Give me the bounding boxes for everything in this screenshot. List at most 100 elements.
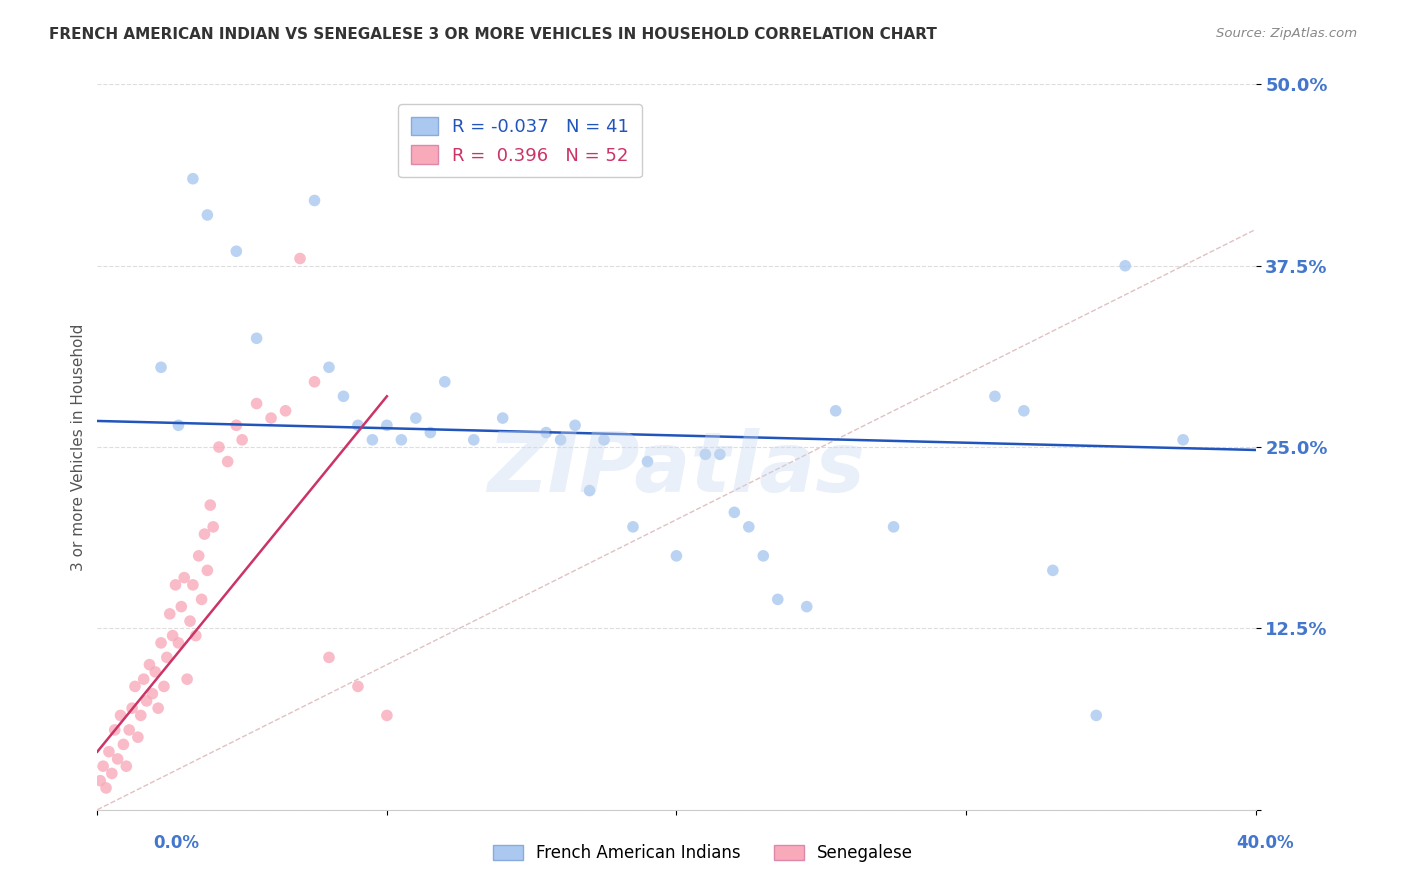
Point [176,672,198,686]
Point [738,520,761,534]
Point [332,389,354,403]
Point [260,411,283,425]
Point [347,680,370,694]
Point [195,208,218,222]
Point [153,680,176,694]
Point [578,483,600,498]
Point [1042,563,1064,577]
Point [550,433,572,447]
Point [304,194,326,208]
Point [115,759,138,773]
Point [129,708,152,723]
Point [564,418,586,433]
Point [1171,433,1194,447]
Point [165,578,187,592]
Point [375,418,398,433]
Point [187,549,209,563]
Point [200,498,222,512]
Point [146,701,169,715]
Point [389,433,412,447]
Point [89,773,111,788]
Point [361,433,384,447]
Point [132,672,155,686]
Point [181,578,204,592]
Point [796,599,818,614]
Point [695,447,717,461]
Point [246,396,269,410]
Point [101,766,124,780]
Text: 0.0%: 0.0% [153,834,198,852]
Point [231,433,253,447]
Point [1085,708,1108,723]
Text: ZIPatlas: ZIPatlas [488,428,865,509]
Point [156,650,179,665]
Point [1114,259,1136,273]
Point [190,592,212,607]
Text: 40.0%: 40.0% [1237,834,1294,852]
Point [167,418,190,433]
Point [110,708,132,723]
Point [159,607,181,621]
Point [824,404,846,418]
Point [97,745,120,759]
Point [492,411,515,425]
Point [193,527,215,541]
Point [179,614,201,628]
Point [150,636,173,650]
Point [127,730,149,744]
Point [433,375,456,389]
Point [318,650,340,665]
Point [217,454,239,468]
Y-axis label: 3 or more Vehicles in Household: 3 or more Vehicles in Household [72,324,86,571]
Point [195,563,218,577]
Point [170,599,193,614]
Point [138,657,160,672]
Legend: French American Indians, Senegalese: French American Indians, Senegalese [484,836,922,871]
Point [637,454,659,468]
Text: Source: ZipAtlas.com: Source: ZipAtlas.com [1216,27,1357,40]
Point [274,404,297,418]
Point [202,520,225,534]
Point [167,636,190,650]
Point [665,549,688,563]
Point [1012,404,1035,418]
Point [883,520,905,534]
Point [621,520,644,534]
Point [375,708,398,723]
Legend: R = -0.037   N = 41, R =  0.396   N = 52: R = -0.037 N = 41, R = 0.396 N = 52 [398,104,643,178]
Point [766,592,789,607]
Point [184,629,207,643]
Point [118,723,141,737]
Point [141,687,163,701]
Point [405,411,427,425]
Point [318,360,340,375]
Point [135,694,157,708]
Point [984,389,1007,403]
Point [419,425,441,440]
Point [181,171,204,186]
Text: FRENCH AMERICAN INDIAN VS SENEGALESE 3 OR MORE VEHICLES IN HOUSEHOLD CORRELATION: FRENCH AMERICAN INDIAN VS SENEGALESE 3 O… [49,27,936,42]
Point [143,665,166,679]
Point [225,418,247,433]
Point [288,252,311,266]
Point [173,571,195,585]
Point [162,629,184,643]
Point [208,440,231,454]
Point [347,418,370,433]
Point [91,759,114,773]
Point [534,425,557,440]
Point [752,549,775,563]
Point [150,360,173,375]
Point [593,433,616,447]
Point [709,447,731,461]
Point [107,752,129,766]
Point [94,780,117,795]
Point [246,331,269,345]
Point [121,701,143,715]
Point [723,505,745,519]
Point [112,738,135,752]
Point [104,723,127,737]
Point [124,680,146,694]
Point [225,244,247,259]
Point [304,375,326,389]
